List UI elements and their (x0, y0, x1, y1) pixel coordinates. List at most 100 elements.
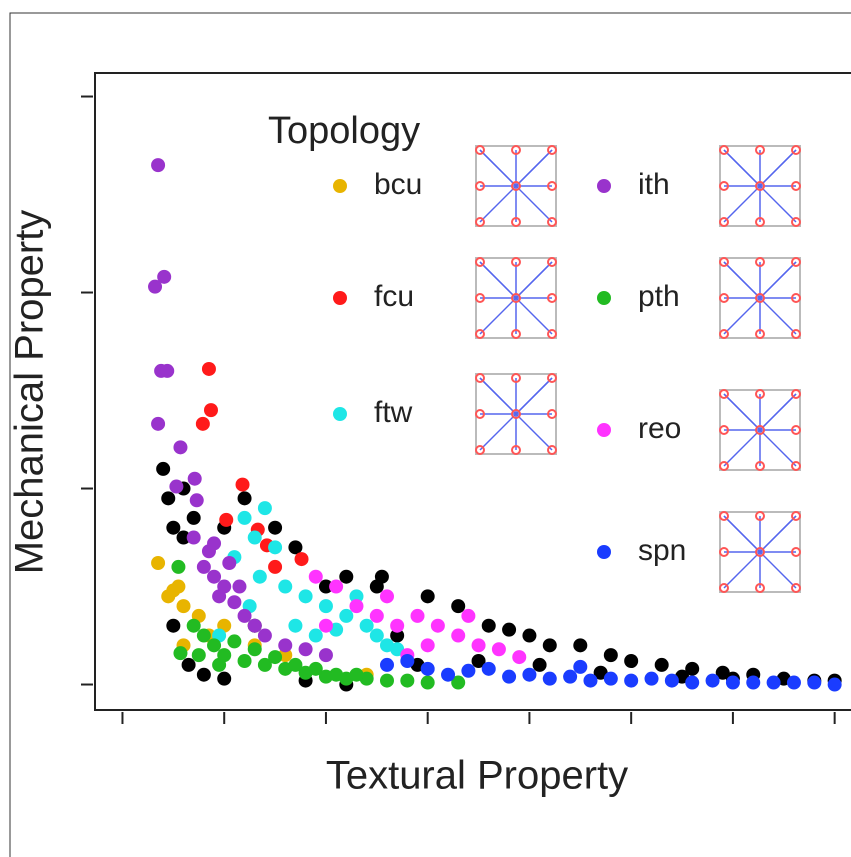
icon-edge (515, 377, 553, 415)
icon-node (719, 293, 729, 303)
point (461, 663, 476, 678)
icon-node (791, 425, 801, 435)
point (420, 638, 435, 653)
icon-node (755, 181, 765, 191)
point (203, 403, 218, 418)
point (235, 477, 250, 492)
icon-node (719, 511, 729, 521)
legend-label: reo (638, 412, 681, 445)
icon-node (719, 461, 729, 471)
icon-node (791, 329, 801, 339)
point (318, 618, 333, 633)
point (227, 595, 242, 610)
point (148, 279, 163, 294)
point (278, 638, 293, 653)
icon-node (755, 145, 765, 155)
point (481, 618, 496, 633)
point (151, 158, 166, 173)
legend-label: fcu (374, 280, 414, 313)
icon-node (547, 217, 557, 227)
point (542, 671, 557, 686)
point (186, 530, 201, 545)
point (207, 569, 222, 584)
icon-node (755, 583, 765, 593)
point (451, 628, 466, 643)
icon-node (475, 293, 485, 303)
point (187, 471, 202, 486)
point (481, 661, 496, 676)
plot-frame (94, 72, 851, 711)
point (308, 661, 323, 676)
icon-node (791, 293, 801, 303)
point (349, 667, 364, 682)
icon-node (475, 409, 485, 419)
point (257, 501, 272, 516)
topology-icon (719, 389, 801, 471)
point (522, 667, 537, 682)
point (685, 661, 700, 676)
icon-node (791, 461, 801, 471)
point (157, 269, 172, 284)
point (151, 556, 166, 570)
point (542, 638, 557, 653)
icon-node (791, 181, 801, 191)
point (583, 673, 598, 688)
point (247, 618, 262, 633)
icon-edge (479, 377, 517, 415)
icon-edge (723, 393, 761, 431)
icon-node (791, 389, 801, 399)
topology-icon (719, 145, 801, 227)
icon-node (547, 373, 557, 383)
icon-node (511, 293, 521, 303)
point (237, 491, 252, 506)
point (420, 589, 435, 604)
icon-node (475, 373, 485, 383)
point (222, 556, 237, 570)
icon-node (547, 445, 557, 455)
point (603, 648, 618, 663)
icon-node (475, 445, 485, 455)
icon-node (511, 409, 521, 419)
icon-node (475, 217, 485, 227)
points (148, 158, 842, 692)
topology-icon (475, 145, 557, 227)
icon-edge (479, 149, 517, 187)
point (349, 599, 364, 614)
icon-node (511, 217, 521, 227)
point (151, 416, 166, 431)
point (219, 512, 234, 527)
point (237, 510, 252, 525)
icon-node (511, 329, 521, 339)
point (563, 669, 578, 684)
point (746, 675, 761, 690)
icon-node (547, 293, 557, 303)
point (624, 673, 639, 688)
point (374, 569, 389, 584)
point (173, 440, 188, 455)
point (715, 665, 730, 680)
icon-node (755, 293, 765, 303)
icon-node (719, 389, 729, 399)
point (268, 559, 283, 574)
point (196, 628, 211, 643)
icon-node (719, 181, 729, 191)
icon-node (547, 409, 557, 419)
point (201, 361, 216, 376)
point (390, 628, 405, 643)
point (196, 559, 211, 574)
point (288, 618, 303, 633)
legend-marker (597, 179, 611, 193)
legend-label: pth (638, 280, 680, 313)
point (451, 675, 466, 690)
topology-icon (475, 373, 557, 455)
point (502, 622, 517, 637)
point (288, 540, 303, 555)
point (329, 667, 344, 682)
icon-edge (723, 261, 761, 299)
point (654, 657, 669, 672)
icon-edge (759, 261, 797, 299)
legend-label: ith (638, 168, 670, 201)
point (318, 648, 333, 663)
icon-edge (515, 261, 553, 299)
point (502, 669, 517, 684)
